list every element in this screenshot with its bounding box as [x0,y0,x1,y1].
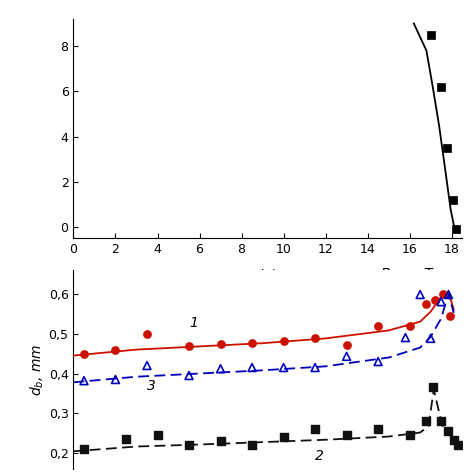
Point [406,322,413,329]
Point [427,335,435,342]
Point [429,383,437,391]
Point [80,351,88,358]
Text: $B_{ac}$, mT: $B_{ac}$, mT [380,267,435,283]
Point [449,196,456,204]
Point [416,291,424,298]
Point [454,441,462,448]
Point [423,300,430,308]
Point [439,290,447,298]
Point [185,441,193,448]
Point [185,343,193,350]
Point [445,428,452,435]
Y-axis label: $d_b$, mm: $d_b$, mm [28,343,46,396]
Text: 1: 1 [189,316,198,330]
Point [217,437,224,444]
Point [185,372,193,379]
Point [280,434,287,441]
Point [374,322,382,329]
Point [445,291,452,298]
Point [280,337,287,345]
Point [112,346,119,354]
Point [248,339,256,346]
Point [311,335,319,342]
Point [401,334,409,341]
Point [311,364,319,371]
Point [112,376,119,383]
Point [438,83,445,91]
Point [143,362,151,369]
Point [217,340,224,348]
Point [374,358,382,365]
Point [143,330,151,337]
Point [423,418,430,425]
Point [374,426,382,433]
Point [446,312,453,319]
Point [450,437,457,444]
Point [217,365,224,373]
Point [80,446,88,453]
Point [248,442,256,449]
Point [438,298,445,306]
Point [431,296,438,303]
Point [343,431,350,439]
Text: $(a)$: $(a)$ [258,267,278,283]
Text: 3: 3 [147,379,156,393]
Point [427,31,435,38]
Point [248,364,256,371]
Text: 2: 2 [315,449,324,463]
Point [280,364,287,371]
Point [438,417,445,424]
Point [444,144,451,152]
Point [122,436,130,443]
Point [453,226,460,233]
Point [80,377,88,384]
Point [343,353,350,360]
Point [343,341,350,348]
Point [311,425,319,432]
Point [406,431,413,439]
Point [154,431,161,439]
